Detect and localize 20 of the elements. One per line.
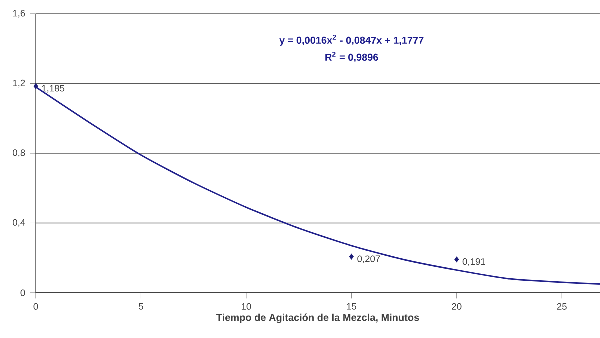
y-tick-label: 0,8 — [12, 150, 26, 158]
data-label: 1,185 — [42, 85, 65, 93]
x-tick-label: 25 — [557, 303, 567, 310]
x-tick-label: 15 — [347, 303, 356, 310]
point — [34, 83, 38, 90]
y-tick-label: 0 — [20, 290, 26, 296]
x-tick-label: 0 — [34, 303, 38, 310]
y-tick-label: 1,6 — [13, 10, 26, 18]
annotation: y = 0,0016x$^{2}$ - 0,0847x + 1,1777 — [280, 35, 424, 46]
data-label: 0,207 — [358, 256, 380, 264]
point — [454, 256, 460, 263]
annotation: R$^{2}$ = 0,9896 — [326, 52, 378, 62]
data-label: 0,191 — [462, 258, 486, 266]
y-tick-label: 0,4 — [12, 219, 26, 228]
y-tick-label: 1,2 — [13, 80, 26, 88]
x-axis-title: Tiempo de Agitación de la Mezcla, Minutos — [216, 314, 420, 324]
x-tick-label: 20 — [452, 303, 462, 310]
point — [349, 254, 354, 260]
x-tick-label: 10 — [242, 303, 252, 310]
x-tick-label: 5 — [139, 303, 144, 310]
